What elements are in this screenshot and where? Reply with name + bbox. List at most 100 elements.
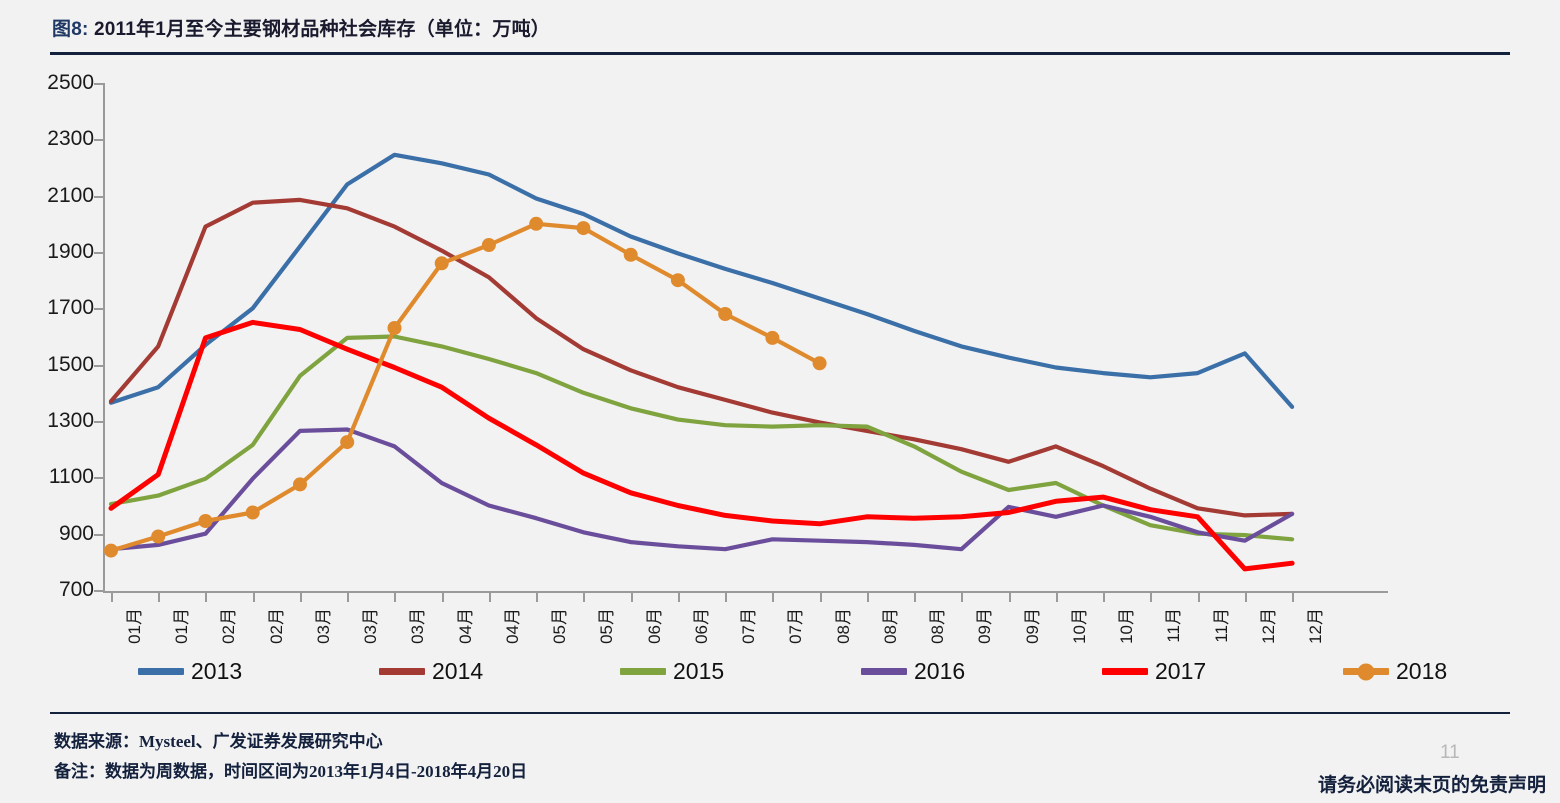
y-axis-tick: [94, 139, 103, 142]
x-axis-tick-label: 12月: [1258, 608, 1278, 644]
footer-rule: [50, 712, 1510, 714]
series-line-2016: [108, 427, 1295, 552]
y-axis-line: [103, 83, 105, 592]
x-axis-tick-label: 09月: [975, 608, 995, 644]
x-axis-tick-label: 07月: [739, 608, 759, 644]
series-marker-2018: [198, 514, 213, 528]
x-axis-tick-label: 05月: [597, 608, 617, 644]
series-marker-2018: [812, 356, 827, 371]
x-axis-tick: [819, 593, 822, 602]
y-axis-tick-label: 1900: [47, 240, 94, 263]
series-marker-2018: [765, 330, 780, 345]
line-chart: 2500 2300 2100 1900 1700 1500 1300 1100 900 700 0…: [0, 60, 1560, 660]
x-axis-tick: [677, 593, 680, 602]
x-axis-tick-label: 06月: [644, 608, 664, 644]
series-marker-2018: [670, 273, 685, 288]
x-axis-tick-label: 03月: [408, 608, 428, 644]
x-axis-tick-label: 04月: [455, 608, 475, 644]
x-axis-tick: [772, 593, 775, 602]
x-axis-tick: [961, 593, 964, 602]
figure-number: 图8:: [52, 19, 89, 40]
legend-swatch-2014: [379, 668, 425, 675]
series-marker-2018: [151, 529, 166, 544]
y-axis-tick-label: 2300: [47, 127, 94, 151]
x-axis-tick-label: 06月: [691, 608, 711, 644]
x-axis-tick: [158, 593, 161, 602]
legend-item-2018[interactable]: 2018: [1343, 658, 1447, 685]
legend-swatch-2016: [861, 668, 907, 675]
series-marker-2018: [481, 238, 496, 252]
chart-legend: 2013 2014 2015 2016 2017 2018: [0, 650, 1560, 690]
legend-item-2015[interactable]: 2015: [620, 658, 724, 685]
x-axis-tick-label: 04月: [502, 608, 522, 644]
x-axis-tick: [1244, 593, 1247, 602]
x-axis-tick: [252, 593, 255, 602]
series-2016: [108, 427, 1295, 552]
x-axis-tick: [1150, 593, 1153, 602]
series-marker-2018: [576, 221, 591, 236]
series-2017: [108, 319, 1295, 572]
y-axis-tick: [94, 533, 103, 536]
x-axis-tick: [111, 593, 113, 602]
x-axis-tick-label: 07月: [786, 608, 806, 644]
plot-area: [103, 83, 1388, 590]
x-axis-tick-label: 10月: [1117, 608, 1137, 644]
legend-label-2018: 2018: [1396, 658, 1448, 684]
x-axis-tick: [394, 593, 397, 602]
x-axis-tick: [1103, 593, 1106, 602]
y-axis-tick: [94, 590, 103, 592]
series-line-2014: [108, 197, 1295, 518]
series-2014: [108, 197, 1295, 518]
legend-item-2017[interactable]: 2017: [1102, 658, 1206, 685]
x-axis-tick-label: 08月: [833, 608, 853, 644]
x-axis-tick: [347, 593, 350, 602]
y-axis-tick-label: 2500: [47, 71, 94, 94]
series-marker-2018: [293, 477, 307, 492]
y-axis-tick: [94, 195, 103, 198]
series-layer: [104, 152, 1295, 572]
legend-swatch-2018: [1343, 668, 1389, 675]
header-rule: [50, 52, 1510, 55]
x-axis-tick-label: 03月: [361, 608, 381, 644]
y-axis-tick: [94, 252, 103, 254]
y-axis-tick-label: 2100: [47, 183, 94, 207]
y-axis-tick-label: 1700: [47, 296, 94, 320]
legend-swatch-2013: [138, 668, 184, 675]
y-axis-tick: [94, 421, 103, 423]
legend-item-2016[interactable]: 2016: [861, 658, 965, 685]
data-remark-note: 备注：数据为周数据，时间区间为2013年1月4日-2018年4月20日: [54, 762, 528, 781]
page-number: 11: [1440, 742, 1460, 763]
y-axis-tick-label: 1100: [48, 465, 94, 489]
y-axis-tick: [94, 83, 103, 85]
x-axis-tick-label: 08月: [928, 608, 948, 644]
x-axis-tick: [299, 593, 302, 602]
x-axis-tick: [630, 593, 633, 602]
series-2013: [108, 152, 1295, 409]
x-axis-tick-label: 08月: [880, 608, 900, 644]
x-axis-tick-label: 11月: [1164, 608, 1184, 643]
series-marker-2018: [623, 247, 638, 262]
series-line-2015: [108, 334, 1295, 542]
x-axis-tick-label: 09月: [1022, 608, 1042, 644]
x-axis-tick: [583, 593, 586, 602]
x-axis-tick-label: 01月: [125, 608, 144, 644]
legend-swatch-2017: [1102, 668, 1148, 675]
x-axis-tick-label: 10月: [1069, 608, 1089, 644]
x-axis-line: [103, 591, 1388, 593]
series-marker-2018: [245, 505, 260, 520]
legend-label-2013: 2013: [191, 658, 243, 684]
series-line-2018: [108, 221, 822, 553]
legend-item-2013[interactable]: 2013: [138, 658, 242, 685]
x-axis-tick: [536, 593, 539, 602]
series-2015: [108, 334, 1295, 542]
x-axis-tick: [488, 593, 491, 602]
x-axis-tick-label: 02月: [219, 608, 239, 644]
x-axis-tick: [1197, 593, 1200, 602]
x-axis-tick: [914, 593, 917, 602]
series-marker-2018: [529, 216, 544, 231]
series-marker-2018: [387, 321, 402, 335]
series-2018: [104, 216, 827, 558]
y-axis-tick-label: 1300: [47, 409, 94, 432]
legend-item-2014[interactable]: 2014: [379, 658, 483, 685]
y-axis-tick: [94, 477, 103, 480]
